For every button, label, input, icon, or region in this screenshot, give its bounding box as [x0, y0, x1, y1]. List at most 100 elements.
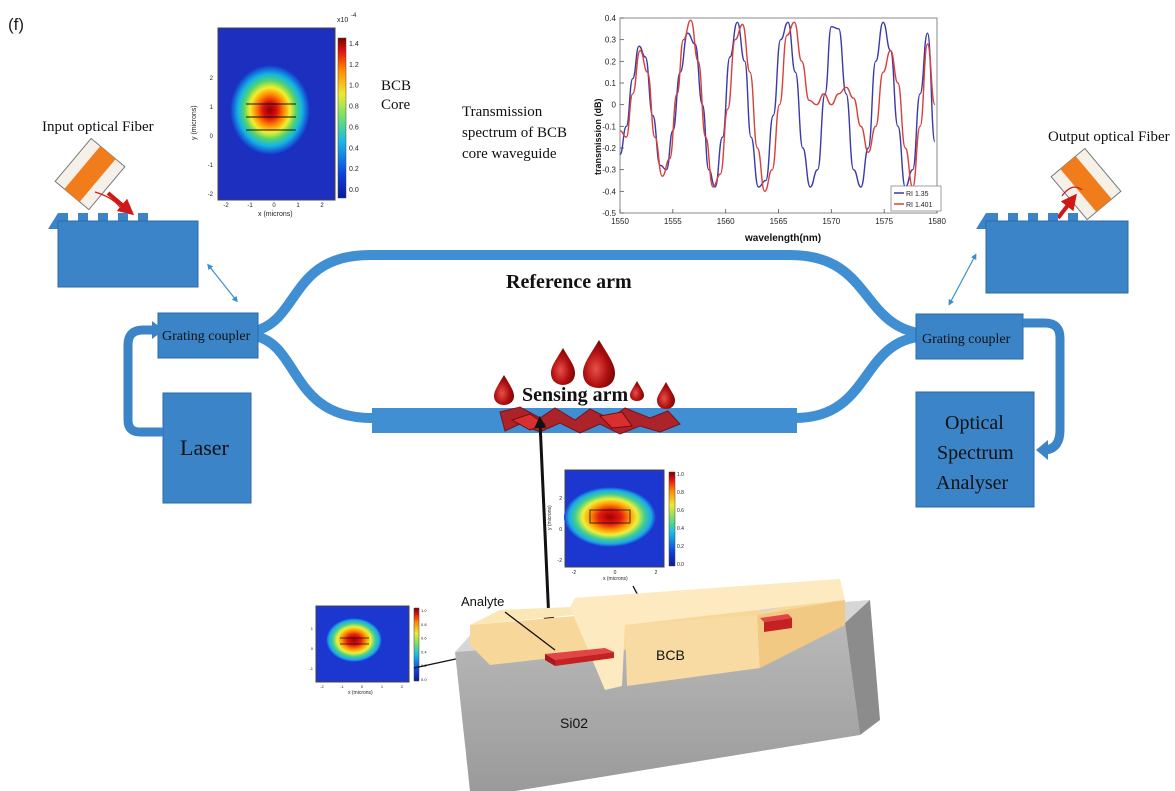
grating-coupler-left-label: Grating coupler [162, 329, 251, 344]
colorbar-exponent: x10 [337, 17, 348, 24]
y-tick-label: 2 [559, 496, 562, 502]
x-tick-label: 2 [655, 570, 658, 576]
colorbar-tick-label: 1.0 [421, 608, 427, 613]
y-tick-label: 0.1 [605, 79, 617, 88]
colorbar-tick-label: 0.2 [349, 166, 359, 173]
reference-arm-label: Reference arm [506, 271, 632, 293]
mode-top-xlabel: x (microns) [258, 211, 293, 218]
output-grating-chip [976, 213, 1129, 294]
grating-coupler-left [157, 312, 259, 359]
input-fiber-label: Input optical Fiber [42, 119, 154, 135]
y-tick-label: 0 [559, 527, 562, 533]
bcb-label: BCB [656, 647, 685, 663]
x-tick-label: 0 [272, 203, 276, 209]
x-tick-label: 1 [296, 203, 300, 209]
colorbar-tick-label: 0.8 [349, 104, 359, 111]
osa-label-1: Optical [945, 412, 1004, 434]
analyte-core-strip [545, 648, 614, 660]
input-grating-chip [48, 213, 199, 288]
blood-drop-icon [630, 381, 644, 401]
sio2-side [845, 600, 880, 735]
spectrum-caption-3: core waveguide [462, 146, 557, 162]
x-tick-label: 2 [320, 203, 324, 209]
spectrum-caption-2: spectrum of BCB [462, 125, 567, 141]
x-tick-label: -1 [247, 203, 253, 209]
x-tick-label: -2 [223, 203, 229, 209]
colorbar-tick-label: 0.4 [349, 145, 359, 152]
bcb-core-label-1: BCB [381, 78, 411, 94]
series-line-1 [619, 21, 936, 188]
y-tick-label: 0.2 [605, 57, 617, 66]
colorbar-tick-label: 0.6 [349, 124, 359, 131]
output-coupling-arrow [948, 253, 977, 306]
analyte-pointer [504, 611, 556, 651]
y-tick-label: 0 [612, 101, 617, 110]
laser-feed-arrow [123, 325, 163, 437]
input-fiber-icon [54, 137, 135, 216]
colorbar-tick-label: 0.6 [421, 636, 427, 641]
colorbar-tick-label: 0.8 [421, 622, 427, 627]
colorbar-tick-label: 0.4 [677, 526, 684, 532]
y-tick-label: 0.4 [605, 14, 617, 23]
output-fiber-label: Output optical Fiber [1048, 129, 1170, 145]
panel-label: (f) [8, 15, 24, 34]
x-tick-label: -1 [340, 684, 344, 689]
chart-xlabel: wavelength(nm) [744, 233, 821, 244]
bcb-rib [570, 579, 845, 690]
mode-profile-top: x10 -4 1.41.21.00.80.60.40.20.0 -2 -1 0 1 2 … [191, 13, 359, 218]
chart-legend: RI 1.35 RI 1.401 [890, 185, 942, 212]
blood-drop-icon [494, 375, 514, 405]
x-tick-label: 1575 [875, 217, 893, 226]
mode-mid-xlabel: x (microns) [603, 576, 628, 582]
blood-drop-icon [583, 340, 615, 388]
y-tick-label: -2 [208, 192, 214, 198]
sensing-detail-arrow [534, 416, 555, 628]
legend-label-2: RI 1.401 [906, 202, 933, 209]
bcb-rib-front [625, 615, 760, 686]
x-tick-label: 1570 [822, 217, 840, 226]
y-tick-label: -0.4 [602, 187, 616, 196]
colorbar-tick-label: 0.6 [677, 508, 684, 514]
osa-label-3: Analyser [936, 472, 1009, 494]
sio2-label: Si02 [560, 715, 588, 731]
grating-coupler-right [915, 313, 1024, 360]
x-tick-label: 0 [361, 684, 364, 689]
legend-label-1: RI 1.35 [906, 191, 929, 198]
sensing-arm-left [250, 331, 377, 423]
x-tick-label: 1565 [770, 217, 788, 226]
y-tick-label: -0.3 [602, 166, 616, 175]
blood-drop-icon [657, 382, 675, 409]
y-tick-label: 2 [210, 76, 214, 82]
x-tick-label: 1550 [611, 217, 629, 226]
core-strip-right [760, 614, 792, 622]
colorbar-tick-label: 0.0 [349, 187, 359, 194]
y-tick-label: -0.1 [602, 122, 616, 131]
blood-drop-icons [494, 340, 675, 409]
x-tick-label: -2 [572, 570, 577, 576]
x-tick-label: -2 [320, 684, 324, 689]
spectrum-caption-1: Transmission [462, 104, 543, 120]
colorbar-tick-label: 1.2 [349, 62, 359, 69]
sensing-arm-right [790, 332, 923, 423]
output-fiber-icon [1050, 147, 1122, 221]
y-tick-label: -0.5 [602, 209, 616, 218]
series-line-2 [619, 19, 936, 193]
osa-label-2: Spectrum [937, 442, 1014, 464]
input-coupling-arrow [207, 263, 238, 303]
sensing-arm-label: Sensing arm [522, 384, 628, 406]
y-tick-label: -0.2 [602, 144, 616, 153]
analyte-label: Analyte [461, 594, 504, 609]
y-tick-label: 1 [311, 626, 314, 631]
osa-feed-arrow [1023, 318, 1065, 455]
chart-ylabel: transmission (dB) [593, 98, 603, 175]
colorbar-tick-label: 0.4 [421, 649, 427, 654]
waveguide-device-3d [455, 579, 880, 791]
laser-box [162, 392, 252, 504]
x-tick-label: 2 [401, 684, 404, 689]
x-tick-label: 1580 [928, 217, 946, 226]
y-tick-label: 0 [210, 134, 214, 140]
colorbar-tick-label: 0.0 [421, 677, 427, 682]
bcb-core-label-2: Core [381, 97, 411, 113]
x-tick-label: 1560 [717, 217, 735, 226]
